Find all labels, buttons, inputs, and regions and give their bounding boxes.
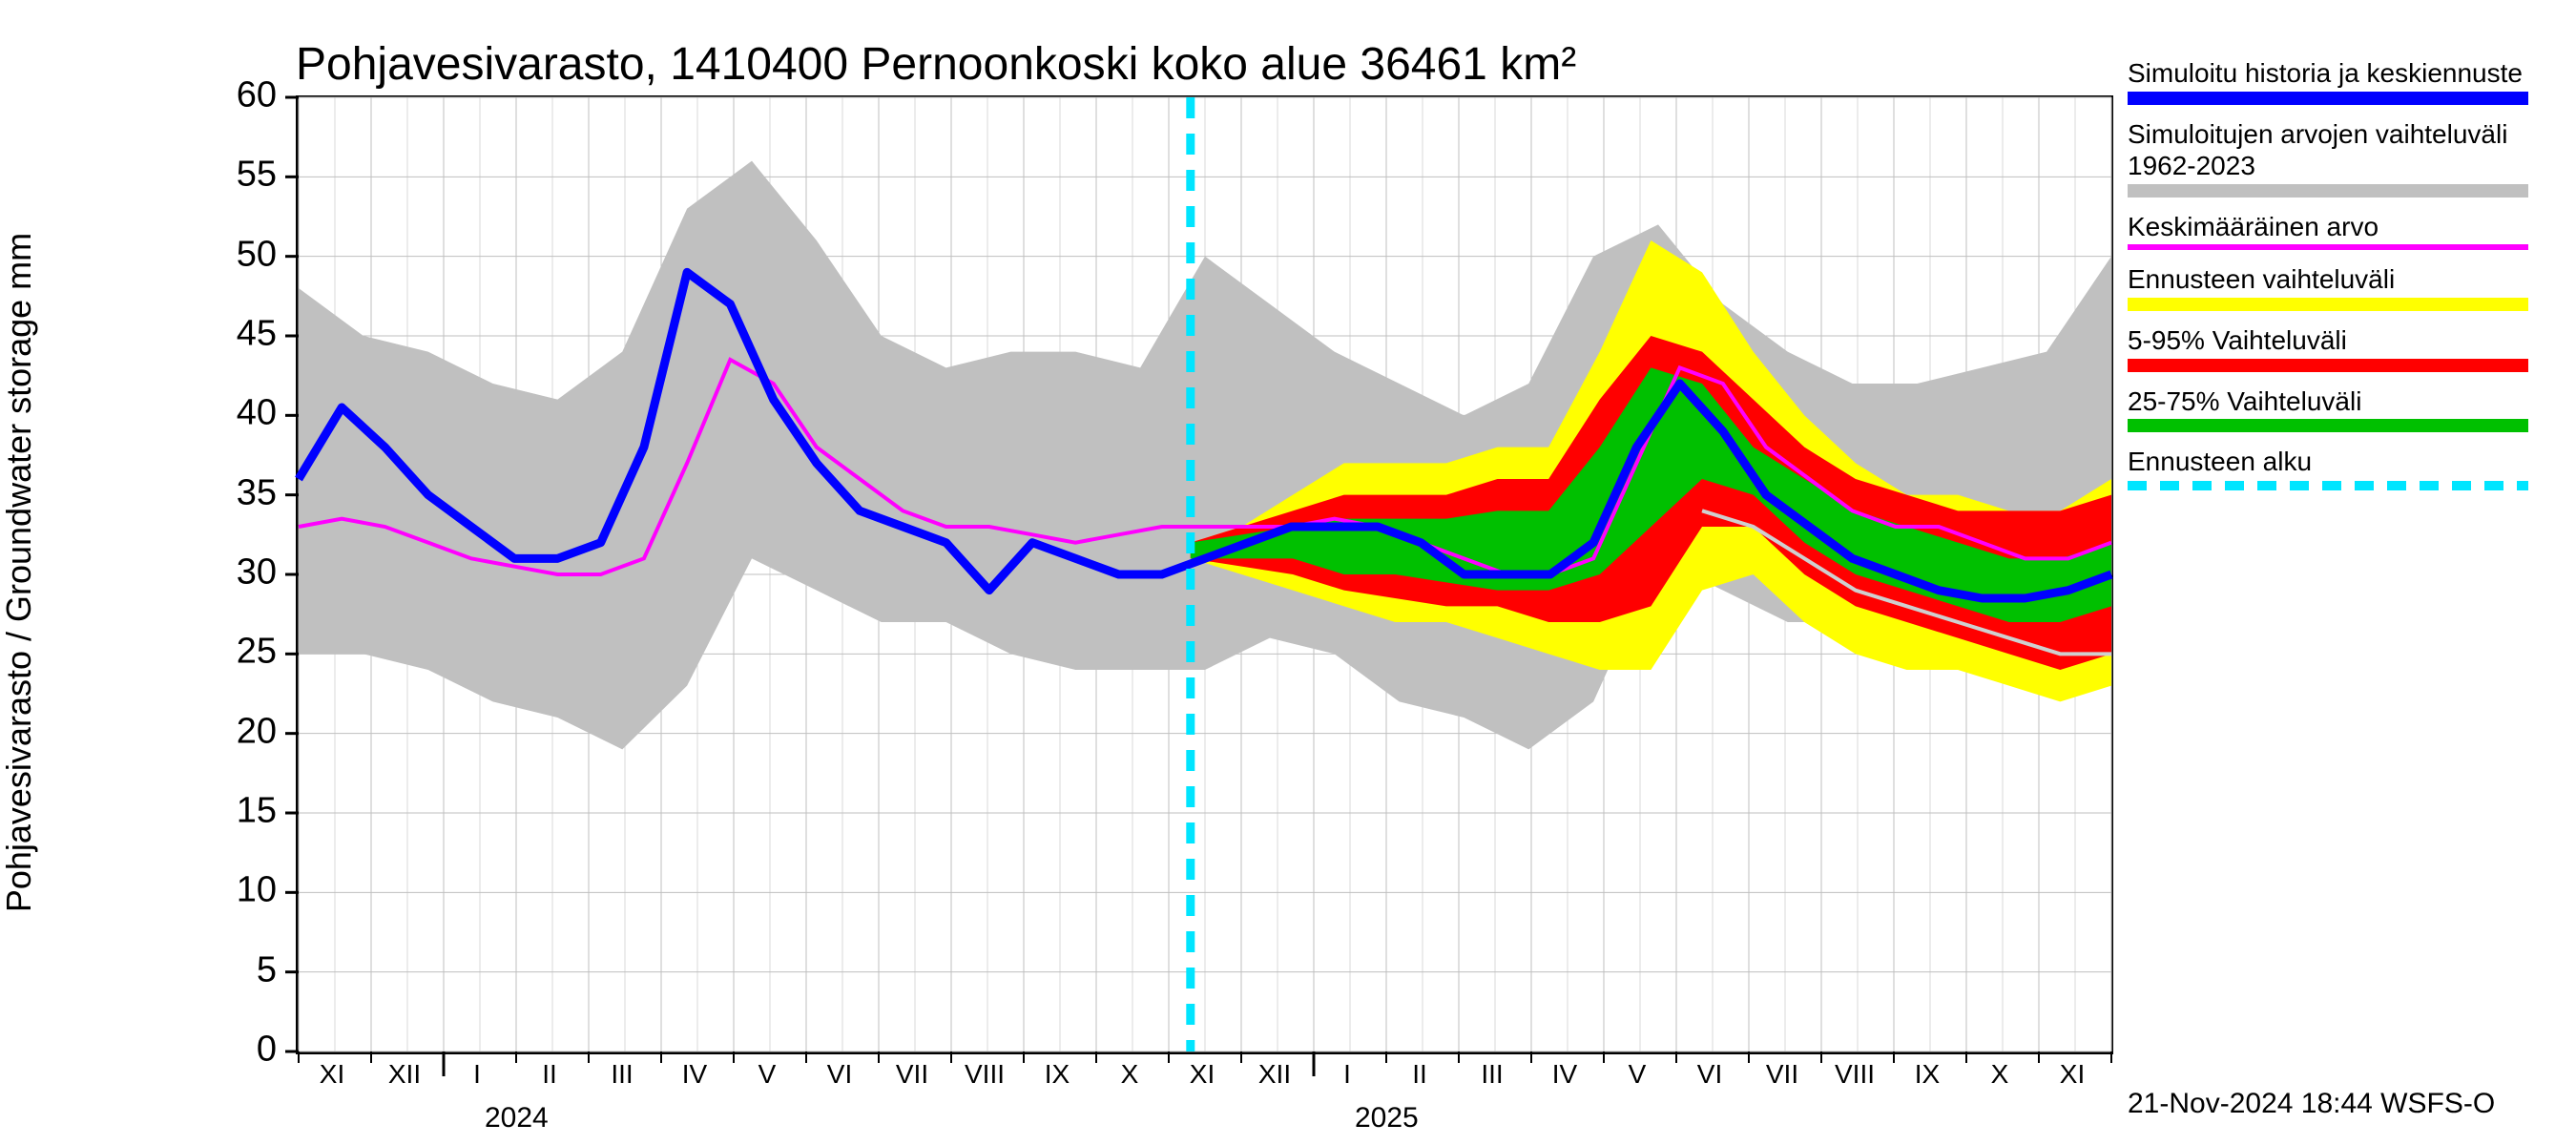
y-tick-label: 15 [0, 791, 277, 832]
x-tick-label: V [758, 1059, 777, 1090]
x-tick-label: X [1991, 1059, 2009, 1090]
legend-label: Ennusteen vaihteluväli [2128, 263, 2566, 296]
x-tick-label: III [611, 1059, 633, 1090]
x-tick-label: IX [1045, 1059, 1070, 1090]
chart-title: Pohjavesivarasto, 1410400 Pernoonkoski k… [296, 38, 1576, 91]
year-label: 2024 [485, 1102, 549, 1135]
x-tick-label: II [542, 1059, 557, 1090]
x-tick-label: V [1629, 1059, 1647, 1090]
legend-label: Simuloitu historia ja keskiennuste [2128, 57, 2566, 90]
legend-label: Keskimääräinen arvo [2128, 211, 2566, 243]
x-tick-label: VIII [965, 1059, 1005, 1090]
x-tick-label: VI [827, 1059, 852, 1090]
x-tick-label: XII [1258, 1059, 1291, 1090]
x-tick-label: I [1343, 1059, 1351, 1090]
x-tick-label: XI [1190, 1059, 1215, 1090]
legend-swatch-green [2128, 419, 2528, 432]
x-tick-label: IX [1915, 1059, 1940, 1090]
legend-entry-p25-75: 25-75% Vaihteluväli [2128, 385, 2566, 433]
legend-swatch-magenta [2128, 244, 2528, 250]
legend-swatch-cyan [2128, 478, 2528, 493]
x-tick-label: I [473, 1059, 481, 1090]
y-tick-label: 45 [0, 314, 277, 355]
legend-entry-p5-95: 5-95% Vaihteluväli [2128, 324, 2566, 372]
x-tick-label: XII [388, 1059, 421, 1090]
legend-swatch-red [2128, 359, 2528, 372]
x-tick-label: VII [1766, 1059, 1798, 1090]
legend-entry-forecast-range: Ennusteen vaihteluväli [2128, 263, 2566, 311]
y-tick-label: 40 [0, 393, 277, 434]
x-tick-label: XI [2060, 1059, 2085, 1090]
x-tick-label: XI [320, 1059, 344, 1090]
legend-label: 5-95% Vaihteluväli [2128, 324, 2566, 357]
y-tick-label: 20 [0, 711, 277, 752]
x-tick-label: VIII [1835, 1059, 1875, 1090]
y-tick-label: 25 [0, 632, 277, 673]
y-tick-label: 5 [0, 949, 277, 990]
plot-area [296, 95, 2113, 1054]
y-tick-label: 50 [0, 234, 277, 275]
y-tick-label: 0 [0, 1030, 277, 1071]
x-tick-label: VI [1697, 1059, 1722, 1090]
footer-timestamp: 21-Nov-2024 18:44 WSFS-O [2128, 1088, 2495, 1120]
legend-label: Simuloitujen arvojen vaihteluväli 1962-2… [2128, 118, 2566, 182]
x-tick-label: VII [896, 1059, 928, 1090]
legend-entry-sim-range: Simuloitujen arvojen vaihteluväli 1962-2… [2128, 118, 2566, 198]
y-tick-label: 35 [0, 472, 277, 513]
year-label: 2025 [1355, 1102, 1419, 1135]
legend: Simuloitu historia ja keskiennuste Simul… [2128, 57, 2566, 508]
x-tick-label: III [1481, 1059, 1503, 1090]
legend-swatch-yellow [2128, 298, 2528, 311]
legend-entry-sim-hist: Simuloitu historia ja keskiennuste [2128, 57, 2566, 105]
x-tick-label: X [1121, 1059, 1139, 1090]
legend-entry-avg: Keskimääräinen arvo [2128, 211, 2566, 251]
x-tick-label: II [1412, 1059, 1427, 1090]
y-tick-label: 55 [0, 155, 277, 196]
legend-label: 25-75% Vaihteluväli [2128, 385, 2566, 418]
y-tick-label: 30 [0, 552, 277, 593]
legend-swatch-blue [2128, 92, 2528, 105]
y-tick-label: 10 [0, 870, 277, 911]
plot-svg [299, 97, 2111, 1051]
x-tick-label: IV [1552, 1059, 1577, 1090]
x-tick-label: IV [682, 1059, 707, 1090]
legend-entry-forecast-start: Ennusteen alku [2128, 446, 2566, 498]
legend-swatch-gray [2128, 184, 2528, 198]
y-tick-label: 60 [0, 75, 277, 116]
chart-container: Pohjavesivarasto / Groundwater storage m… [0, 0, 2576, 1145]
legend-label: Ennusteen alku [2128, 446, 2566, 478]
